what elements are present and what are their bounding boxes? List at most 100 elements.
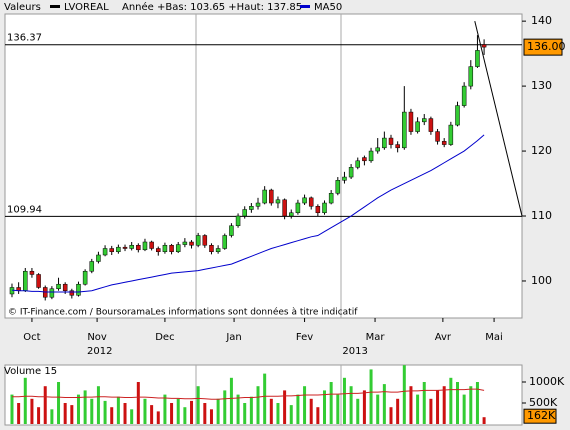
candle-body bbox=[262, 189, 267, 204]
volume-bar bbox=[256, 386, 260, 424]
candle-body bbox=[308, 197, 314, 207]
candle-body bbox=[435, 131, 440, 142]
volume-ma bbox=[11, 388, 485, 400]
candle-body bbox=[342, 176, 347, 181]
volume-bar bbox=[196, 386, 200, 424]
volume-bar bbox=[409, 386, 413, 424]
volume-bar bbox=[482, 417, 486, 424]
trendline bbox=[474, 21, 523, 217]
candle-body bbox=[249, 206, 254, 210]
volume-tag bbox=[523, 408, 557, 424]
candle-body bbox=[335, 180, 341, 194]
volume-bar bbox=[209, 409, 213, 424]
candle-body bbox=[96, 254, 101, 262]
candle-body bbox=[322, 202, 327, 214]
candle-body bbox=[468, 66, 474, 87]
volume-bar bbox=[389, 407, 393, 424]
volume-bar bbox=[183, 407, 187, 424]
volume-bar bbox=[90, 398, 94, 424]
candle-body bbox=[289, 212, 294, 217]
candle-body bbox=[36, 274, 41, 288]
volume-bar bbox=[136, 382, 140, 424]
y-tick-label: 140 bbox=[531, 14, 552, 27]
volume-bar bbox=[469, 386, 473, 424]
volume-bar bbox=[190, 400, 194, 424]
y-tick-label: 120 bbox=[531, 144, 552, 157]
y-tick-label: 110 bbox=[531, 209, 552, 222]
candle-body bbox=[109, 248, 114, 252]
volume-bar bbox=[203, 403, 207, 424]
volume-bar bbox=[396, 398, 400, 424]
candle-body bbox=[89, 261, 95, 272]
y-tick-label: 500K bbox=[529, 396, 558, 409]
candle-body bbox=[388, 137, 394, 145]
x-tick-label: Mar bbox=[366, 332, 386, 343]
candle-body bbox=[368, 150, 374, 162]
candle-body bbox=[49, 288, 55, 298]
hline-label: 109.94 bbox=[7, 204, 42, 215]
volume-bar bbox=[449, 377, 453, 424]
candle-body bbox=[215, 248, 221, 252]
x-tick-label: Oct bbox=[23, 332, 40, 343]
legend-swatch bbox=[300, 5, 310, 8]
x-tick-label: Fev bbox=[296, 332, 313, 343]
x-tick-label: Mai bbox=[485, 332, 503, 343]
volume-bar bbox=[103, 400, 107, 424]
header-label: Valeurs bbox=[4, 2, 41, 13]
x-tick-label: Jan bbox=[225, 332, 241, 343]
volume-bar bbox=[455, 382, 459, 424]
candle-body bbox=[69, 290, 75, 296]
candle-body bbox=[408, 111, 414, 132]
candle-body bbox=[269, 189, 274, 204]
candle-body bbox=[209, 244, 214, 252]
source: © IT-Finance.com / BoursoramaLes informa… bbox=[8, 307, 358, 318]
legend-label: MA50 bbox=[314, 2, 342, 13]
volume-bar bbox=[170, 403, 174, 424]
candle-body bbox=[428, 118, 434, 132]
volume-bar bbox=[289, 405, 293, 424]
candle-body bbox=[169, 244, 174, 252]
volume-bar bbox=[436, 390, 440, 424]
candle-body bbox=[455, 105, 460, 126]
volume-bar bbox=[276, 403, 280, 424]
candle-body bbox=[102, 248, 108, 256]
volume-bar bbox=[57, 382, 61, 424]
price-tag bbox=[523, 38, 563, 56]
candle-body bbox=[235, 215, 241, 227]
volume-bar bbox=[349, 386, 353, 424]
volume-bar bbox=[416, 394, 420, 424]
volume-bar bbox=[382, 384, 386, 424]
volume-bar bbox=[303, 386, 307, 424]
y-tick-label: 100 bbox=[531, 274, 552, 287]
candle-body bbox=[448, 124, 454, 145]
legend-label: LVOREAL bbox=[64, 2, 109, 13]
volume-bar bbox=[309, 398, 313, 424]
volume-bar bbox=[236, 394, 240, 424]
price-panel bbox=[4, 13, 523, 319]
candle-body bbox=[461, 85, 467, 106]
volume-bar bbox=[143, 398, 147, 424]
volume-bar bbox=[429, 398, 433, 424]
candle-body bbox=[202, 235, 208, 246]
candle-body bbox=[76, 283, 81, 296]
volume-bar bbox=[17, 403, 21, 424]
candle-body bbox=[328, 193, 334, 204]
volume-bar bbox=[229, 377, 233, 424]
candle-body bbox=[182, 241, 188, 245]
candle-body bbox=[62, 283, 68, 291]
candle-body bbox=[156, 248, 161, 252]
candle-body bbox=[23, 270, 28, 291]
candle-body bbox=[195, 235, 201, 246]
candle-body bbox=[242, 209, 247, 217]
volume-bar bbox=[442, 386, 446, 424]
year-label: 2012 bbox=[87, 346, 112, 357]
candle-body bbox=[142, 241, 148, 251]
volume-bar bbox=[342, 377, 346, 424]
volume-bar bbox=[176, 398, 180, 424]
candle-body bbox=[441, 141, 447, 145]
volume-bar bbox=[116, 396, 120, 424]
x-tick-label: Nov bbox=[87, 332, 107, 343]
candle-body bbox=[82, 270, 88, 285]
volume-bar bbox=[110, 407, 114, 424]
candle-body bbox=[481, 44, 487, 48]
